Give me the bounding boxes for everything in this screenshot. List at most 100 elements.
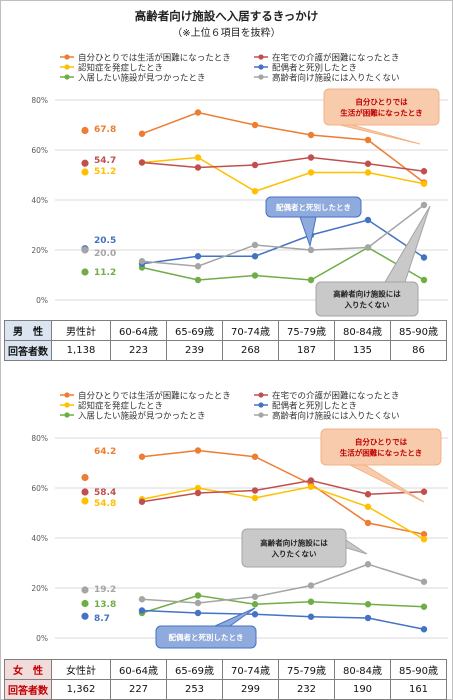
total-value-label: 51.2 — [94, 167, 116, 177]
y-tick-label: 80% — [31, 96, 48, 105]
data-point-dislike — [420, 578, 428, 585]
header-cell: 70-74歳 — [222, 320, 279, 341]
data-point-alone — [138, 453, 146, 460]
data-point-alone — [364, 136, 372, 144]
legend-marker-dislike — [258, 412, 264, 418]
series-line-dementia — [141, 485, 425, 540]
data-point-alone — [420, 531, 428, 538]
count-cell: 1,362 — [51, 679, 111, 700]
series-line-found — [141, 594, 425, 614]
data-point-spouse — [194, 609, 202, 617]
data-point-dislike — [251, 593, 259, 600]
data-point-home_care — [307, 477, 315, 484]
data-point-spouse — [364, 216, 372, 224]
data-point-dementia — [420, 536, 428, 543]
data-point-alone — [251, 453, 259, 460]
data-point-spouse — [251, 611, 259, 618]
count-cell: 299 — [222, 679, 279, 700]
data-point-dementia — [251, 188, 259, 195]
series-line-spouse — [141, 609, 425, 630]
data-point-alone — [81, 126, 89, 135]
callout-box-blue — [265, 196, 362, 218]
callout-text: 生活が困難になったとき — [340, 108, 423, 118]
total-value-label: 67.8 — [94, 125, 116, 135]
count-cell: 187 — [278, 340, 335, 361]
data-point-home_care — [364, 491, 372, 498]
data-point-home_care — [138, 159, 146, 166]
count-cell: 86 — [390, 340, 447, 361]
data-point-dementia — [307, 169, 315, 176]
data-point-spouse — [420, 254, 428, 261]
callout-pointer — [349, 464, 425, 503]
data-point-dislike — [194, 599, 202, 607]
data-point-spouse — [194, 253, 202, 260]
data-point-dislike — [138, 258, 146, 265]
total-value-label: 11.2 — [94, 268, 116, 278]
total-value-label: 8.7 — [94, 614, 110, 624]
legend-label-spouse: 配偶者と死別したとき — [272, 63, 357, 74]
data-point-dislike — [251, 241, 259, 249]
legend-marker-dementia — [64, 402, 70, 408]
data-point-dislike — [420, 201, 428, 209]
data-point-dementia — [251, 494, 259, 502]
data-point-dementia — [81, 168, 89, 176]
data-point-dislike — [81, 586, 89, 594]
chart-male: 自分ひとりでは生活が困難になったとき認知症を発症したとき入居したい施設が見つかっ… — [31, 53, 448, 317]
callout-text: 高齢者向け施設には — [333, 289, 401, 299]
data-point-dislike — [364, 561, 372, 568]
y-tick-label: 20% — [31, 584, 48, 593]
series-line-alone — [141, 449, 425, 535]
data-point-found — [251, 601, 259, 608]
header-total-cell: 女性計 — [51, 659, 111, 680]
count-label-cell: 回答者数 — [4, 679, 52, 700]
callout-text: 生活が困難になったとき — [340, 448, 423, 458]
total-value-label: 20.0 — [94, 249, 116, 259]
count-cell: 227 — [110, 679, 167, 700]
legend-label-dislike: 高齢者向け施設には入りたくない — [272, 73, 400, 84]
callout-text: 自分ひとりでは — [355, 437, 408, 447]
callout-text: 高齢者向け施設には — [260, 538, 328, 548]
legend-label-home_care: 在宅での介護が困難になったとき — [272, 391, 400, 402]
count-cell: 223 — [110, 340, 167, 361]
data-point-spouse — [420, 626, 428, 633]
legend-label-spouse: 配偶者と死別したとき — [272, 401, 357, 412]
data-point-alone — [307, 131, 315, 139]
header-cell: 65-69歳 — [166, 659, 223, 680]
figure-subtitle: （※上位６項目を抜粋） — [172, 28, 281, 39]
count-cell: 253 — [166, 679, 223, 700]
total-value-label: 54.7 — [94, 156, 116, 166]
data-point-found — [81, 268, 89, 276]
data-point-found — [420, 603, 428, 610]
data-point-spouse — [251, 253, 259, 260]
data-point-dementia — [194, 154, 202, 161]
header-total-cell: 男性計 — [51, 320, 111, 341]
header-cell: 75-79歳 — [278, 320, 335, 341]
count-cell: 190 — [334, 679, 391, 700]
data-point-home_care — [81, 159, 89, 167]
count-cell: 268 — [222, 340, 279, 361]
legend-label-found: 入居したい施設が見つかったとき — [78, 73, 206, 84]
series-line-dementia — [141, 156, 425, 193]
data-point-home_care — [81, 488, 89, 496]
data-point-dislike — [138, 596, 146, 603]
legend-marker-spouse — [258, 402, 264, 408]
data-point-found — [194, 276, 202, 284]
table-header-row: 女 性 女性計 60-64歳 65-69歳 70-74歳 75-79歳 80-8… — [4, 659, 447, 680]
callout-box-orange — [323, 88, 440, 126]
legend-marker-dementia — [64, 64, 70, 70]
data-point-home_care — [420, 168, 428, 175]
y-tick-label: 40% — [31, 196, 48, 205]
data-point-alone — [138, 130, 146, 137]
data-point-dislike — [307, 582, 315, 589]
count-label-cell: 回答者数 — [4, 340, 52, 361]
legend-marker-found — [64, 412, 70, 418]
series-line-dislike — [141, 563, 425, 604]
total-value-label: 64.2 — [94, 447, 116, 457]
data-point-found — [194, 592, 202, 599]
y-tick-label: 40% — [31, 534, 48, 543]
callout-box-orange — [320, 428, 442, 466]
data-point-home_care — [138, 498, 146, 505]
legend-marker-alone — [64, 54, 70, 60]
header-cell: 60-64歳 — [110, 320, 167, 341]
callout-pointer — [214, 607, 256, 627]
